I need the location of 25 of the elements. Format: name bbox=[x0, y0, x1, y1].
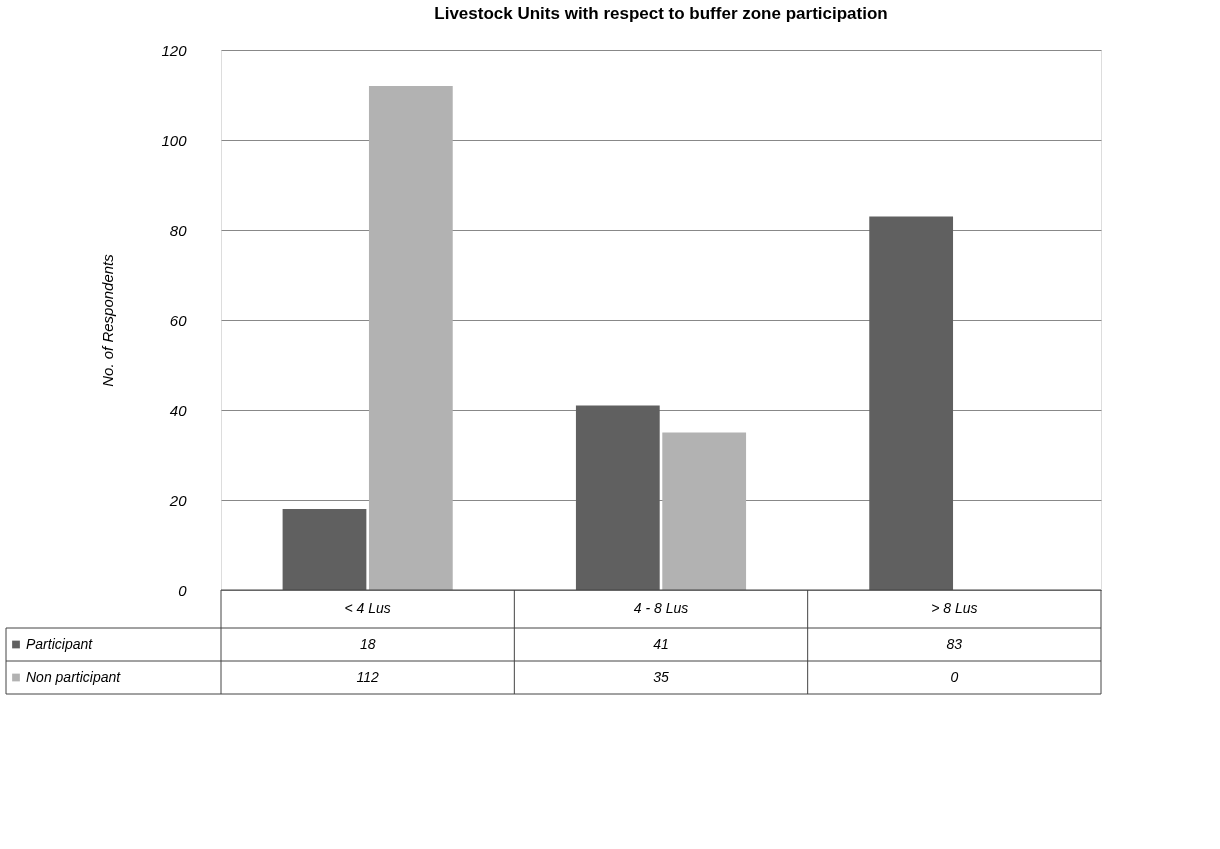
data-label: 83 bbox=[946, 635, 963, 652]
y-tick-label: 60 bbox=[169, 311, 188, 329]
bar bbox=[662, 432, 747, 590]
chart-title: Livestock Units with respect to buffer zone participation bbox=[434, 4, 888, 23]
data-label: 18 bbox=[359, 635, 376, 652]
y-tick-label: 0 bbox=[178, 581, 188, 599]
y-tick-label: 80 bbox=[169, 221, 188, 239]
x-tick-label: 4 - 8 Lus bbox=[633, 600, 689, 616]
bar bbox=[368, 86, 453, 590]
data-label: 112 bbox=[356, 668, 380, 685]
y-tick-label: 20 bbox=[168, 491, 188, 509]
y-tick-label: 40 bbox=[169, 401, 188, 419]
y-tick-label: 100 bbox=[161, 131, 188, 149]
x-tick-label: < 4 Lus bbox=[344, 600, 391, 616]
bar bbox=[282, 509, 367, 590]
bar bbox=[575, 405, 660, 590]
legend-label: Participant bbox=[26, 635, 94, 652]
x-tick-label: > 8 Lus bbox=[931, 600, 978, 616]
bar bbox=[869, 216, 954, 590]
y-axis-title: No. of Respondents bbox=[99, 253, 117, 387]
legend-label: Non participant bbox=[26, 668, 122, 685]
data-label: 35 bbox=[653, 668, 669, 685]
y-tick-label: 120 bbox=[161, 41, 188, 59]
data-label: 41 bbox=[653, 635, 669, 652]
data-label: 0 bbox=[950, 668, 959, 685]
